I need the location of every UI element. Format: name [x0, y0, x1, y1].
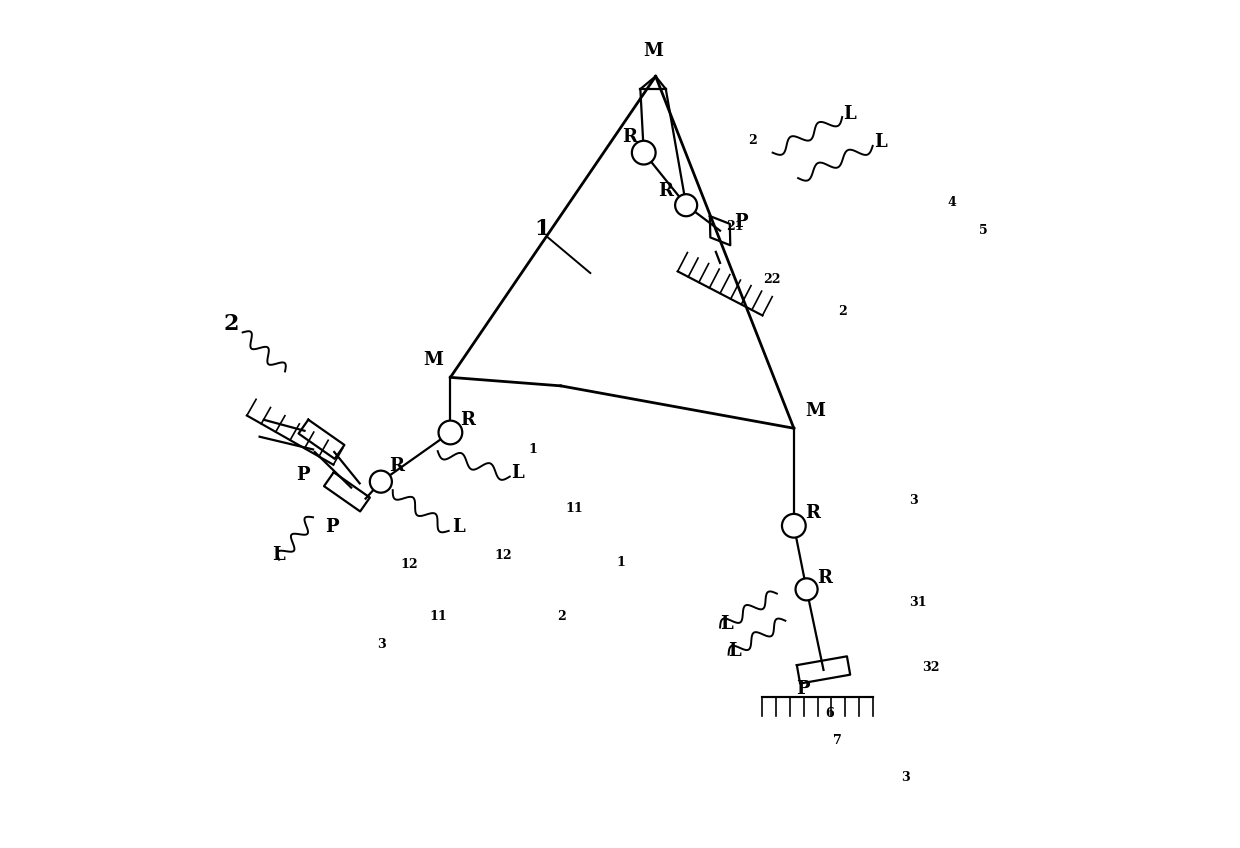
Text: 2: 2	[749, 134, 758, 147]
Text: R: R	[817, 569, 832, 588]
Text: L: L	[843, 104, 856, 123]
Text: 4: 4	[947, 197, 956, 209]
Text: R: R	[805, 504, 820, 522]
Text: L: L	[453, 518, 465, 537]
Text: 21: 21	[727, 220, 744, 233]
Text: L: L	[729, 642, 742, 661]
Text: R: R	[658, 181, 673, 200]
Text: 2: 2	[838, 305, 847, 318]
Text: 32: 32	[923, 661, 940, 674]
Text: L: L	[273, 546, 285, 565]
Text: 1: 1	[528, 444, 537, 456]
Text: 1: 1	[534, 218, 549, 240]
Text: 22: 22	[763, 273, 780, 287]
Text: 12: 12	[401, 558, 418, 571]
Text: 5: 5	[980, 225, 988, 237]
Text: 2: 2	[224, 313, 239, 335]
Text: R: R	[460, 410, 476, 429]
Text: P: P	[325, 518, 339, 537]
Text: R: R	[621, 128, 636, 147]
Text: M: M	[423, 351, 443, 370]
Text: 3: 3	[910, 494, 919, 507]
Circle shape	[632, 141, 656, 165]
Circle shape	[675, 194, 697, 216]
Circle shape	[782, 514, 806, 538]
Text: 31: 31	[910, 595, 928, 609]
Text: 12: 12	[494, 550, 512, 562]
Text: 3: 3	[377, 639, 386, 651]
Text: L: L	[874, 132, 887, 151]
Text: P: P	[796, 679, 810, 698]
Text: P: P	[734, 213, 748, 232]
Text: 11: 11	[565, 502, 583, 516]
Text: 1: 1	[616, 556, 625, 569]
Text: R: R	[389, 457, 404, 476]
Text: M: M	[644, 42, 663, 60]
Text: 6: 6	[825, 707, 833, 720]
Text: L: L	[720, 615, 733, 633]
Text: 2: 2	[557, 611, 565, 623]
Circle shape	[370, 471, 392, 493]
Text: P: P	[296, 466, 310, 484]
Text: 11: 11	[429, 611, 448, 623]
Circle shape	[439, 421, 463, 444]
Text: 7: 7	[833, 734, 842, 747]
Text: 3: 3	[901, 772, 910, 784]
Text: L: L	[511, 464, 525, 483]
Text: M: M	[805, 402, 825, 421]
Circle shape	[796, 578, 817, 600]
